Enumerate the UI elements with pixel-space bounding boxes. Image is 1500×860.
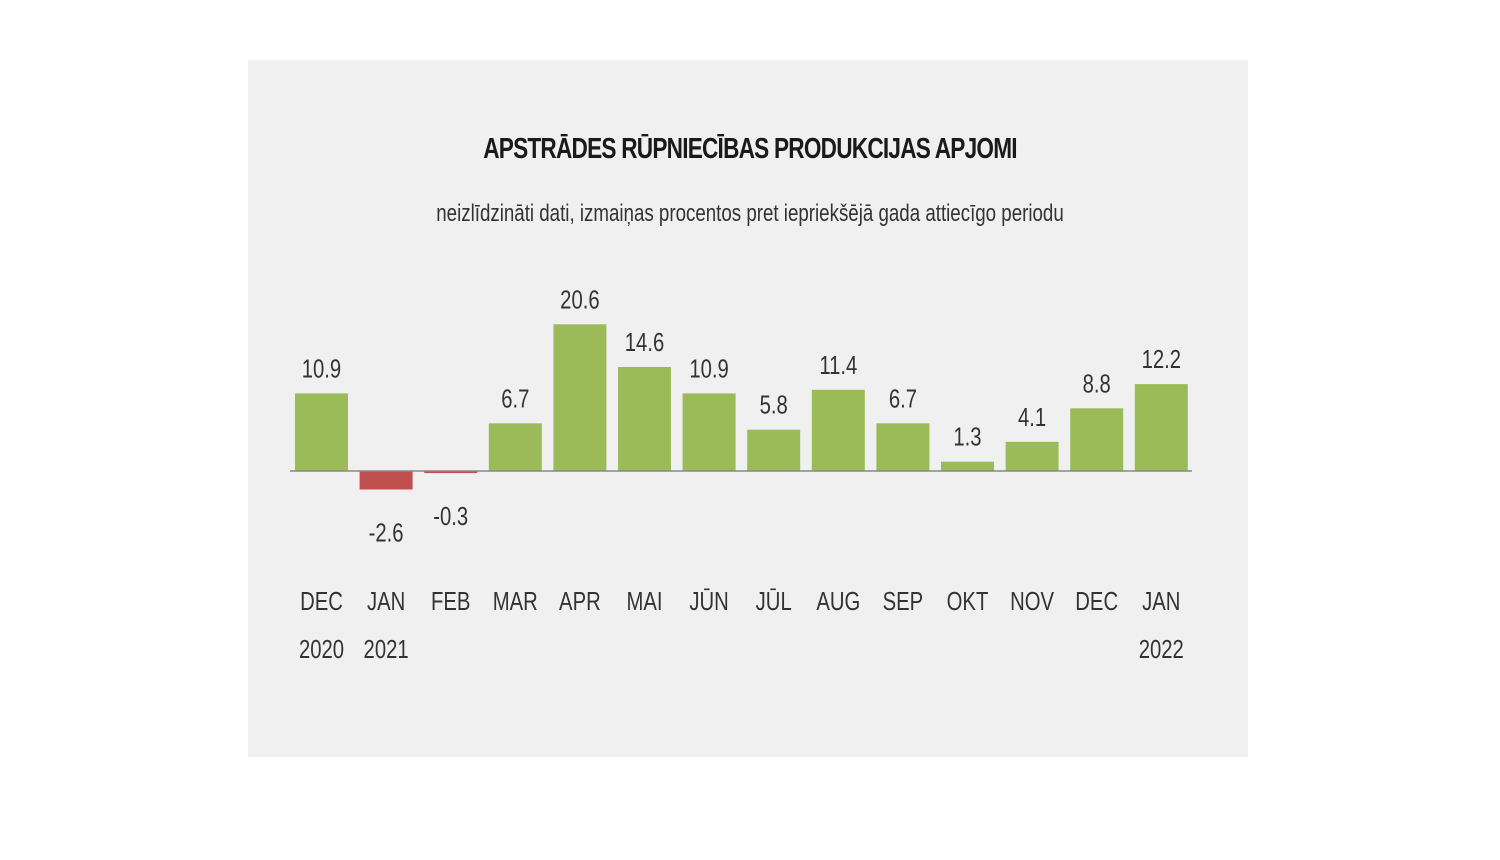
value-label-4: 20.6	[560, 285, 599, 314]
bar-2	[424, 471, 478, 474]
bar-4	[553, 324, 607, 471]
value-label-1: -2.6	[369, 518, 404, 547]
value-label-8: 11.4	[819, 350, 857, 379]
value-label-11: 4.1	[1018, 402, 1046, 431]
x-tick-label-6: JŪN	[689, 587, 728, 616]
x-tick-label-2: FEB	[431, 587, 470, 616]
bar-5	[618, 367, 671, 471]
value-label-3: 6.7	[501, 384, 529, 413]
value-label-7: 5.8	[760, 390, 788, 419]
x-year-label-13: 2022	[1139, 635, 1184, 664]
bar-11	[1005, 441, 1059, 471]
value-label-0: 10.9	[302, 354, 341, 383]
chart-title: APSTRĀDES RŪPNIECĪBAS PRODUKCIJAS APJOMI	[483, 133, 1017, 165]
x-year-label-0: 2020	[299, 635, 344, 664]
x-tick-label-5: MAI	[626, 587, 662, 616]
bar-3	[488, 423, 542, 471]
x-tick-label-10: OKT	[947, 587, 989, 616]
value-label-2: -0.3	[433, 502, 468, 531]
value-label-10: 1.3	[953, 422, 981, 451]
bar-0	[295, 393, 348, 471]
chart-subtitle: neizlīdzināti dati, izmaiņas procentos p…	[436, 200, 1064, 227]
x-tick-label-0: DEC	[300, 587, 343, 616]
bar-7	[747, 429, 801, 471]
value-label-9: 6.7	[889, 384, 917, 413]
x-tick-label-9: SEP	[883, 587, 924, 616]
bar-1	[359, 471, 413, 490]
value-label-6: 10.9	[689, 354, 728, 383]
x-tick-label-3: MAR	[493, 587, 538, 616]
bar-10	[941, 461, 994, 471]
bar-8	[811, 389, 865, 471]
x-tick-label-1: JAN	[367, 587, 405, 616]
value-label-13: 12.2	[1142, 345, 1181, 374]
x-tick-label-4: APR	[559, 587, 601, 616]
value-label-12: 8.8	[1083, 369, 1111, 398]
x-tick-label-12: DEC	[1075, 587, 1118, 616]
bar-13	[1134, 384, 1188, 471]
bar-9	[876, 423, 930, 471]
x-tick-label-13: JAN	[1142, 587, 1180, 616]
x-tick-label-8: AUG	[816, 587, 860, 616]
x-tick-label-11: NOV	[1010, 587, 1054, 616]
bar-12	[1070, 408, 1124, 471]
value-label-5: 14.6	[625, 328, 664, 357]
x-year-label-1: 2021	[364, 635, 409, 664]
x-tick-label-7: JŪL	[756, 587, 792, 616]
bar-6	[682, 393, 736, 471]
